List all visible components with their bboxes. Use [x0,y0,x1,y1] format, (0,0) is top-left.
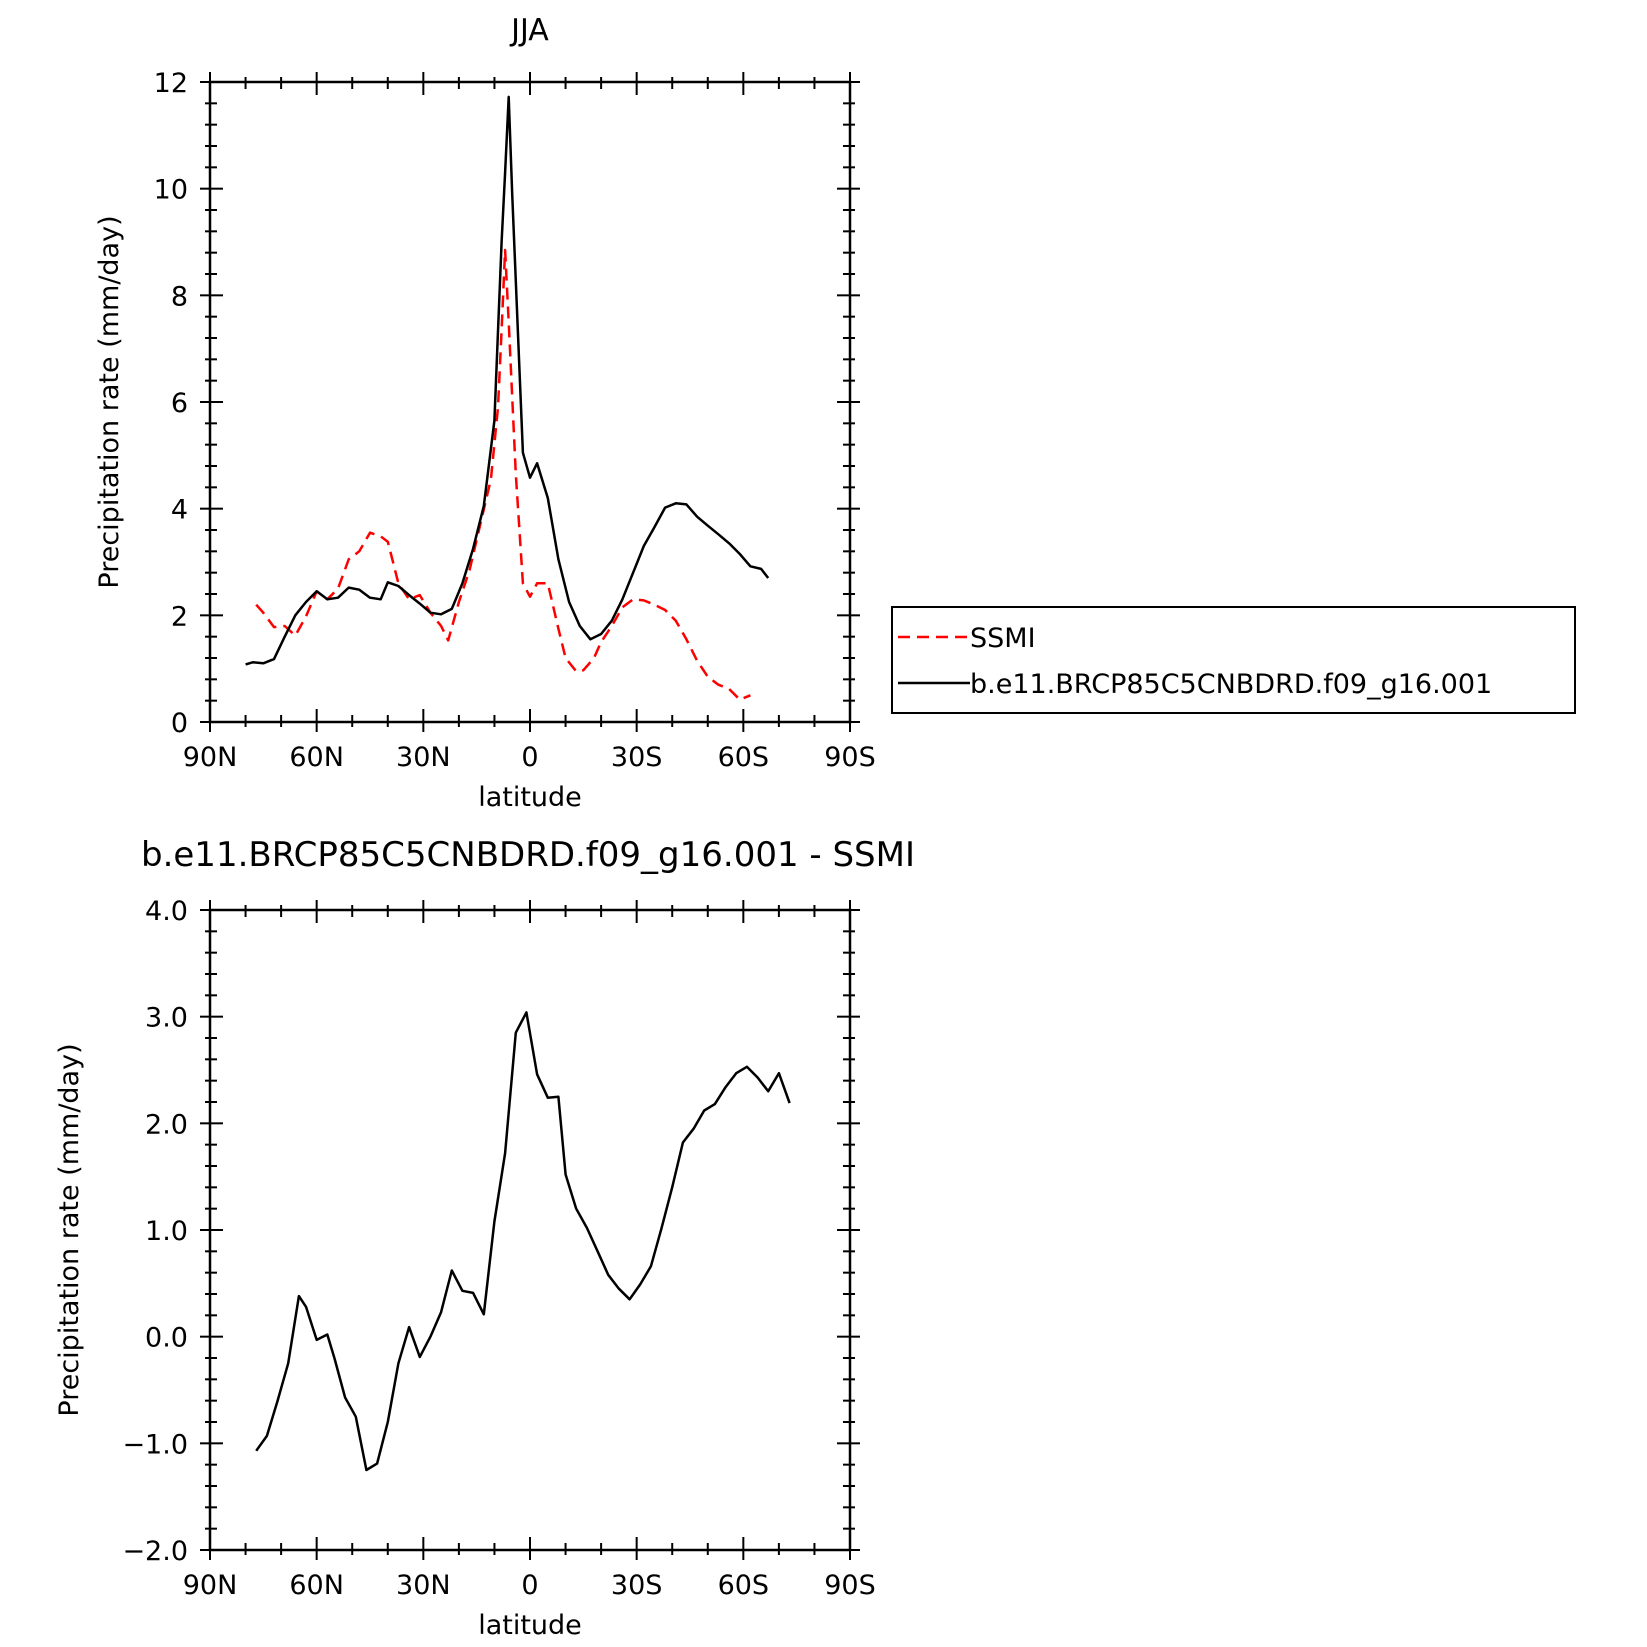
y-tick-label: 2 [171,601,188,632]
series-line-0 [255,1011,791,1472]
x-tick-label: 60S [718,742,770,773]
chart-title: JJA [509,13,549,48]
y-tick-label: −1.0 [122,1429,188,1460]
y-tick-label: 4.0 [145,896,188,927]
x-tick-label: 90N [183,742,238,773]
y-tick-label: 10 [154,175,188,206]
plot-frame [208,80,852,724]
legend: SSMI b.e11.BRCP85C5CNBDRD.f09_g16.001 [891,606,1576,714]
x-tick-label: 60S [718,1570,770,1601]
x-tick-label: 90S [824,1570,876,1601]
top-chart-panel: JJA 90N 60N 30N 0 30S 60S 90S 0 2 4 6 8 10 12 latitude P… [94,13,876,813]
x-tick-label: 30N [396,1570,451,1601]
x-tick-label: 90S [824,742,876,773]
y-tick-label: 0 [171,708,188,739]
x-tick-label: 90N [183,1570,238,1601]
series-line-0 [255,248,751,701]
y-tick-label: 3.0 [145,1003,188,1034]
legend-box [891,606,1576,714]
y-tick-label: 12 [154,68,188,99]
plot-frame [208,908,852,1552]
x-tick-label: 0 [521,1570,538,1601]
x-tick-label: 30S [611,1570,663,1601]
x-axis-label: latitude [478,1610,582,1641]
y-tick-label: −2.0 [122,1536,188,1567]
y-tick-label: 6 [171,388,188,419]
legend-entry-1: b.e11.BRCP85C5CNBDRD.f09_g16.001 [970,669,1492,700]
x-tick-label: 60N [289,1570,344,1601]
y-tick-label: 8 [171,281,188,312]
x-tick-label: 60N [289,742,344,773]
x-axis-label: latitude [478,782,582,813]
x-tick-label: 30N [396,742,451,773]
y-tick-label: 2.0 [145,1109,188,1140]
y-tick-label: 4 [171,495,188,526]
y-tick-label: 0.0 [145,1323,188,1354]
legend-entry-0: SSMI [970,623,1036,654]
chart-title: b.e11.BRCP85C5CNBDRD.f09_g16.001 - SSMI [141,835,915,875]
x-tick-label: 0 [521,742,538,773]
y-axis-label: Precipitation rate (mm/day) [54,1043,85,1416]
bottom-chart-panel: b.e11.BRCP85C5CNBDRD.f09_g16.001 - SSMI 9… [54,835,915,1641]
x-tick-label: 30S [611,742,663,773]
y-axis-label: Precipitation rate (mm/day) [94,215,125,588]
y-tick-label: 1.0 [145,1216,188,1247]
series-line-1 [245,95,770,666]
